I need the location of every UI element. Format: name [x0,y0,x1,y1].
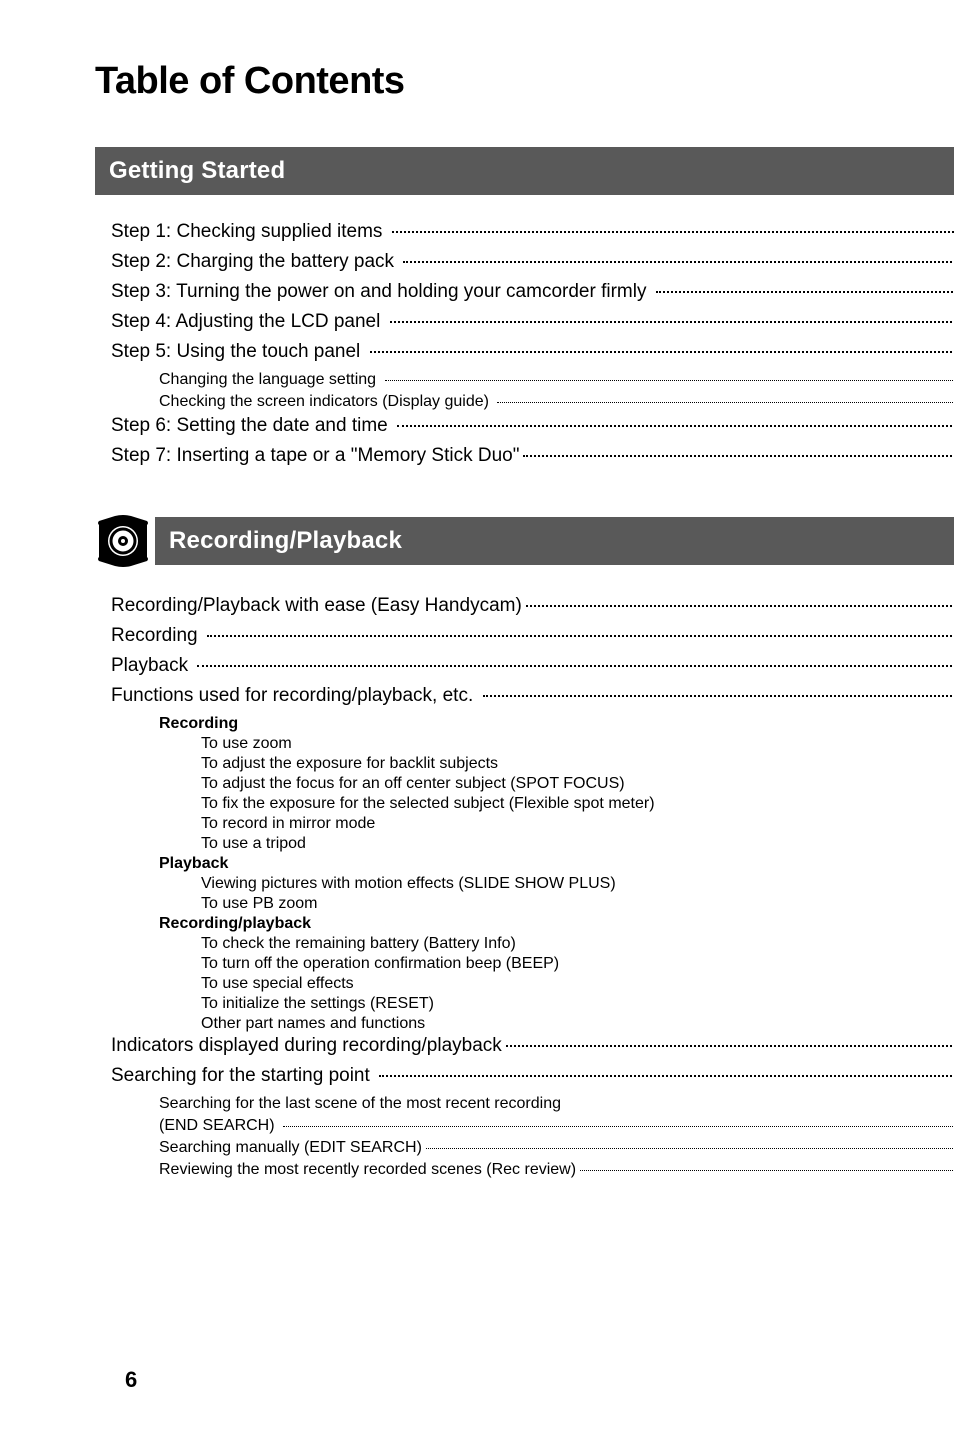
toc-line: Recording/Playback with ease (Easy Handy… [111,595,954,617]
toc-line: Searching for the starting point 31 [111,1065,954,1087]
page-number: 6 [125,1367,137,1393]
toc-label: Recording [111,625,203,647]
section-heading: Recording/Playback [155,517,954,565]
page-title: Table of Contents [95,60,954,103]
toc-subitem: To use a tripod [201,835,954,853]
toc-label: Step 2: Charging the battery pack [111,251,399,273]
toc-label: Changing the language setting [159,371,381,389]
toc-leader [197,665,954,667]
toc-label: (END SEARCH) [159,1117,279,1135]
toc-label: Step 4: Adjusting the LCD panel [111,311,386,333]
section-entries: Step 1: Checking supplied items 9 Step 2:… [95,221,954,467]
toc-subitem: To adjust the focus for an off center su… [201,775,954,793]
toc-line: Reviewing the most recently recorded sce… [159,1161,954,1179]
toc-label: Playback [111,655,193,677]
toc-line: Functions used for recording/playback, e… [111,685,954,707]
toc-leader [379,1075,954,1077]
toc-leader [392,231,954,233]
toc-subitem: To adjust the exposure for backlit subje… [201,755,954,773]
section-header-row: Recording/Playback [95,513,954,569]
toc-label: Searching manually (EDIT SEARCH) [159,1139,422,1157]
toc-subitem: To record in mirror mode [201,815,954,833]
toc-label: Step 3: Turning the power on and holding… [111,281,652,303]
toc-leader [580,1170,954,1171]
toc-leader [497,402,954,403]
toc-label: Recording/Playback with ease (Easy Handy… [111,595,522,617]
toc-line: Step 3: Turning the power on and holding… [111,281,954,303]
toc-line: Searching manually (EDIT SEARCH)31 [159,1139,954,1157]
toc-line: Step 7: Inserting a tape or a "Memory St… [111,445,954,467]
toc-line: (END SEARCH) 31 [159,1117,954,1135]
toc-label: Step 6: Setting the date and time [111,415,393,437]
toc-leader [483,695,954,697]
toc-line: Checking the screen indicators (Display … [159,393,954,411]
toc-subitem: To use special effects [201,975,954,993]
toc-leader [207,635,954,637]
toc-label: Step 7: Inserting a tape or a "Memory St… [111,445,519,467]
section-entries: Recording/Playback with ease (Easy Handy… [95,595,954,1179]
toc-subheading: Recording/playback [159,915,954,933]
toc-line: Step 5: Using the touch panel 16 [111,341,954,363]
toc-subitem: To initialize the settings (RESET) [201,995,954,1013]
section-gap [95,475,954,513]
toc-line: Indicators displayed during recording/pl… [111,1035,954,1057]
toc-line: Step 6: Setting the date and time 17 [111,415,954,437]
toc-subitem: To turn off the operation confirmation b… [201,955,954,973]
toc-sections: Getting Started Step 1: Checking supplied… [95,147,954,1179]
toc-line: Recording 22 [111,625,954,647]
toc-line: Step 1: Checking supplied items 9 [111,221,954,243]
section-heading: Getting Started [95,147,954,195]
toc-label: Searching for the last scene of the most… [159,1095,561,1113]
toc-label: Step 5: Using the touch panel [111,341,366,363]
toc-leader [385,380,954,381]
toc-leader [390,321,954,323]
toc-leader [506,1045,954,1047]
toc-leader [523,455,954,457]
toc-label: Indicators displayed during recording/pl… [111,1035,502,1057]
toc-leader [283,1126,954,1127]
toc-leader [370,351,954,353]
toc-label: Functions used for recording/playback, e… [111,685,479,707]
toc-label: Step 1: Checking supplied items [111,221,388,243]
toc-leader [403,261,954,263]
toc-subitem: To use PB zoom [201,895,954,913]
tape-icon [95,513,151,569]
toc-subitem: Other part names and functions [201,1015,954,1033]
toc-label: Searching for the starting point [111,1065,375,1087]
toc-leader [526,605,954,607]
toc-subheading: Playback [159,855,954,873]
toc-subitem: To check the remaining battery (Battery … [201,935,954,953]
toc-leader [656,291,954,293]
toc-leader [397,425,954,427]
toc-subitem: Viewing pictures with motion effects (SL… [201,875,954,893]
toc-line: Searching for the last scene of the most… [159,1095,954,1113]
toc-leader [426,1148,954,1149]
section-icon-wrap [95,513,155,569]
toc-label: Checking the screen indicators (Display … [159,393,493,411]
toc-subitem: To use zoom [201,735,954,753]
toc-line: Playback 23 [111,655,954,677]
toc-label: Reviewing the most recently recorded sce… [159,1161,576,1179]
toc-line: Changing the language setting 16 [159,371,954,389]
toc-subitem: To fix the exposure for the selected sub… [201,795,954,813]
toc-subheading: Recording [159,715,954,733]
toc-line: Step 2: Charging the battery pack 10 [111,251,954,273]
toc-line: Step 4: Adjusting the LCD panel 15 [111,311,954,333]
